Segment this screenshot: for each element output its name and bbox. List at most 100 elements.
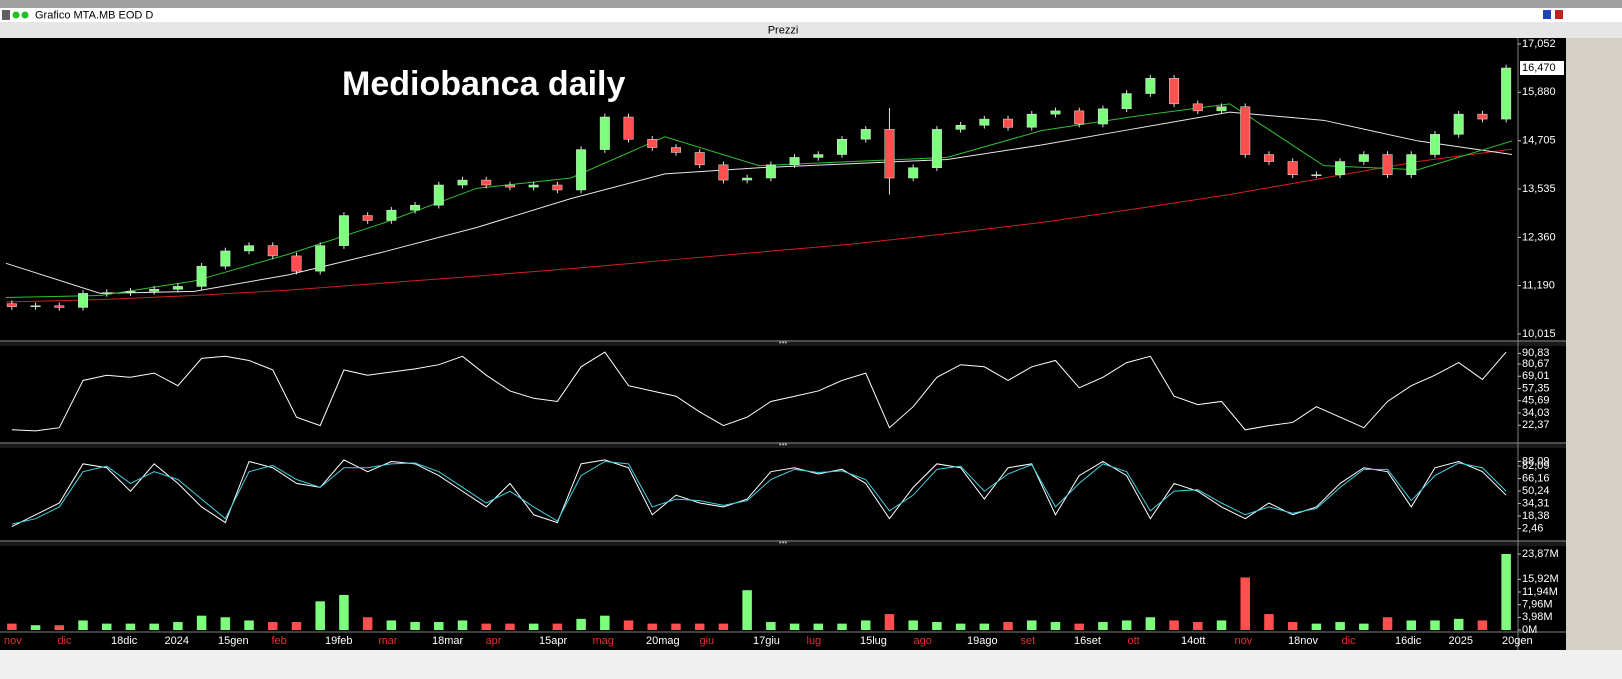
panel-separator: [0, 442, 1566, 448]
volume-bar: [1335, 622, 1345, 630]
y-tick-label: 15,92M: [1522, 573, 1559, 585]
volume-bar: [1169, 620, 1179, 630]
volume-bar: [742, 590, 752, 630]
series-line: [5, 111, 1513, 294]
volume-bar: [220, 617, 231, 630]
candle-body: [1453, 113, 1464, 135]
x-tick-label: nov: [1235, 635, 1253, 647]
y-tick-label: 17,052: [1522, 38, 1556, 50]
volume-bar: [1050, 622, 1061, 630]
volume-bar: [1406, 620, 1417, 630]
volume-bar: [600, 615, 610, 630]
volume-bar: [244, 620, 254, 630]
volume-bar: [908, 620, 918, 630]
candle-body: [172, 286, 183, 290]
volume-bar: [647, 623, 658, 630]
y-tick-label: 2,46: [1522, 522, 1543, 534]
panel-separator: [0, 340, 1566, 346]
volume-bar: [1098, 622, 1108, 630]
menu-icon[interactable]: [2, 10, 10, 20]
x-tick-label: nov: [4, 635, 22, 647]
x-tick-label: 16dic: [1395, 635, 1422, 647]
x-tick-label: 2025: [1449, 635, 1473, 647]
status-dot: [21, 11, 29, 19]
bottom-strip: [0, 650, 1622, 679]
volume-bar: [932, 622, 942, 630]
volume-bar: [1382, 617, 1393, 630]
candle-body: [362, 215, 373, 221]
volume-bar: [1240, 577, 1250, 630]
volume-bar: [1430, 620, 1440, 630]
volume-bar: [1216, 620, 1227, 630]
candle-body: [291, 255, 302, 272]
volume-bar: [1193, 622, 1203, 630]
x-tick-label: 18mar: [432, 635, 464, 647]
volume-bar: [766, 622, 776, 630]
candle-body: [955, 125, 966, 130]
volume-bar: [505, 623, 515, 630]
volume-bar: [149, 623, 159, 630]
volume-bar: [30, 625, 41, 630]
volume-bar: [528, 623, 539, 630]
y-tick-label: 34,31: [1522, 497, 1550, 509]
candle-body: [433, 184, 444, 206]
candle-body: [1240, 106, 1251, 155]
candle-body: [196, 265, 207, 287]
volume-bar: [979, 623, 990, 630]
panel-title: Prezzi: [768, 24, 799, 36]
candle-body: [78, 293, 89, 308]
candle-body: [54, 305, 65, 308]
y-tick-label: 7,96M: [1522, 599, 1553, 611]
window-button[interactable]: [1543, 10, 1551, 19]
candle-body: [837, 139, 848, 155]
x-tick-label: mar: [379, 635, 398, 647]
y-tick-label: 23,87M: [1522, 548, 1559, 560]
candle-body: [125, 291, 136, 293]
last-price-label: 16,470: [1522, 62, 1556, 74]
candle-body: [1121, 93, 1132, 110]
candle-body: [1026, 113, 1037, 128]
x-tick-label: apr: [486, 635, 502, 647]
separator-grip: •••: [779, 538, 788, 547]
candle-body: [1097, 108, 1108, 125]
candle-body: [1382, 154, 1393, 175]
candle-body: [30, 305, 41, 308]
y-tick-label: 50,24: [1522, 485, 1550, 497]
y-tick-label: 66,16: [1522, 473, 1550, 485]
x-tick-label: 15gen: [218, 635, 249, 647]
y-tick-label: 0M: [1522, 624, 1537, 636]
separator-grip: •••: [779, 338, 788, 347]
volume-bar: [576, 618, 586, 630]
volume-bar: [694, 623, 705, 630]
x-tick-label: 18dic: [111, 635, 138, 647]
volume-bar: [339, 594, 349, 630]
candle-body: [1287, 161, 1298, 175]
y-tick-label: 15,880: [1522, 86, 1556, 98]
x-tick-label: 15lug: [860, 635, 887, 647]
series-line: [11, 460, 1507, 525]
chart-title: Mediobanca daily: [342, 65, 625, 103]
candle-body: [1477, 113, 1488, 120]
volume-bar: [7, 623, 17, 630]
volume-bar: [1287, 622, 1298, 630]
volume-bar: [481, 623, 491, 630]
volume-bar: [552, 623, 563, 630]
volume-bar: [671, 623, 681, 630]
candle-body: [457, 179, 468, 186]
volume-bar: [1501, 554, 1511, 630]
candle-body: [1050, 110, 1061, 115]
x-tick-label: 16set: [1074, 635, 1101, 647]
candle-body: [670, 147, 681, 153]
window-title: Grafico MTA.MB EOD D: [35, 9, 153, 21]
separator-grip: •••: [779, 440, 788, 449]
panel-separator: [0, 540, 1566, 546]
volume-bar: [196, 615, 207, 630]
x-tick-label: ago: [914, 635, 932, 647]
window-button[interactable]: [1555, 10, 1563, 19]
volume-bar: [860, 620, 871, 630]
candle-body: [931, 129, 942, 168]
volume-bar: [955, 623, 966, 630]
candle-body: [528, 184, 539, 188]
volume-bar: [101, 623, 112, 630]
